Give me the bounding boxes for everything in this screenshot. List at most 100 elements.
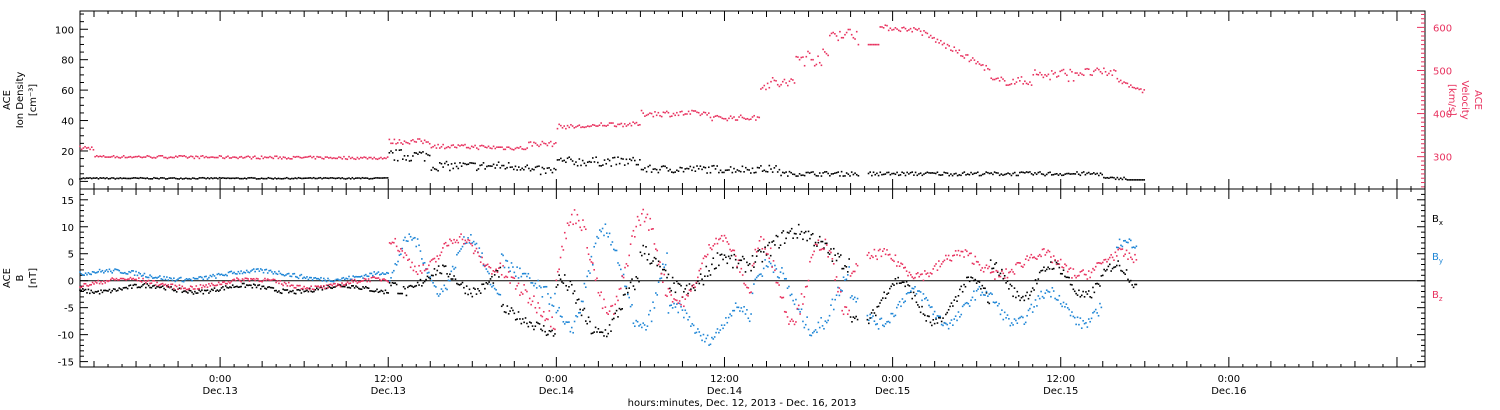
- bz-point: [479, 261, 482, 263]
- bx-point: [634, 288, 636, 291]
- velocity-point: [1044, 73, 1046, 76]
- bz-point: [290, 284, 293, 286]
- density-point: [104, 177, 107, 180]
- bx-point: [715, 267, 717, 269]
- velocity-point: [807, 50, 809, 53]
- bx-point: [629, 281, 632, 284]
- by-point: [774, 264, 776, 267]
- velocity-point: [699, 114, 702, 117]
- density-point: [546, 167, 549, 169]
- velocity-point: [669, 115, 671, 118]
- bz-point: [797, 304, 800, 307]
- by-point: [192, 277, 195, 279]
- density-point: [307, 177, 310, 179]
- bx-point: [827, 251, 829, 254]
- bz-point: [620, 287, 622, 290]
- bz-point: [767, 253, 769, 255]
- density-point: [238, 177, 241, 180]
- bz-point: [528, 297, 531, 300]
- bx-point: [1052, 267, 1055, 270]
- bz-point: [656, 249, 659, 252]
- velocity-point: [512, 148, 515, 151]
- velocity-point: [126, 156, 128, 159]
- velocity-point: [413, 140, 416, 143]
- density-point: [657, 171, 660, 174]
- density-point: [134, 177, 137, 179]
- density-point: [887, 171, 890, 174]
- density-point: [765, 170, 767, 173]
- density-point: [512, 168, 515, 171]
- bz-point: [558, 268, 560, 271]
- by-point: [755, 276, 758, 279]
- by-point: [649, 309, 652, 312]
- bx-point: [544, 330, 546, 333]
- by-point: [638, 325, 640, 327]
- by-point: [816, 331, 818, 334]
- by-point: [848, 266, 850, 268]
- bz-point: [500, 273, 503, 276]
- by-point: [259, 268, 262, 270]
- bx-point: [348, 286, 350, 289]
- density-point: [1135, 179, 1137, 181]
- bz-point: [320, 285, 322, 287]
- bz-point: [514, 288, 517, 290]
- density-point: [262, 177, 265, 180]
- bx-point: [491, 275, 493, 278]
- by-point: [89, 273, 91, 275]
- velocity-point: [220, 155, 223, 158]
- bx-point: [331, 287, 333, 290]
- bz-point: [563, 231, 566, 234]
- density-point: [470, 162, 473, 164]
- by-point: [548, 303, 551, 305]
- bz-point: [391, 241, 394, 244]
- density-point: [124, 177, 127, 180]
- bx-point: [147, 284, 150, 287]
- velocity-point: [111, 155, 113, 158]
- bx-point: [1026, 291, 1028, 294]
- bx-point: [769, 254, 772, 257]
- bx-point: [394, 282, 397, 284]
- velocity-point: [354, 158, 357, 161]
- bz-point: [362, 280, 364, 282]
- x-tick-time: 12:00: [374, 374, 403, 385]
- by-point: [195, 277, 198, 280]
- bz-point: [881, 250, 884, 252]
- velocity-point: [245, 155, 248, 158]
- bz-point: [173, 287, 175, 290]
- bx-point: [528, 321, 531, 323]
- bz-point: [398, 250, 401, 253]
- density-point: [834, 172, 836, 174]
- velocity-point: [595, 125, 597, 127]
- density-point: [1082, 171, 1085, 173]
- density-point: [553, 167, 555, 170]
- bottom-data-points: [79, 208, 1138, 346]
- by-point: [224, 273, 227, 276]
- velocity-point: [474, 144, 476, 147]
- density-point: [464, 162, 466, 165]
- bz-point: [917, 272, 919, 274]
- by-point: [719, 329, 722, 331]
- density-point: [1123, 176, 1125, 179]
- velocity-point: [684, 113, 687, 115]
- velocity-point: [262, 157, 265, 160]
- bz-point: [216, 284, 219, 286]
- velocity-point: [1076, 72, 1078, 74]
- velocity-point: [242, 157, 244, 159]
- velocity-point: [1010, 83, 1013, 85]
- velocity-point: [719, 116, 722, 118]
- density-point: [554, 168, 557, 171]
- bz-point: [655, 248, 657, 250]
- density-point: [410, 159, 413, 162]
- velocity-point: [709, 116, 712, 119]
- bx-point: [789, 230, 792, 232]
- bx-point: [680, 284, 682, 287]
- velocity-point: [361, 157, 364, 159]
- by-point: [1061, 305, 1063, 308]
- density-point: [365, 177, 367, 179]
- bz-point: [482, 263, 485, 265]
- velocity-point: [188, 156, 191, 158]
- density-point: [565, 161, 567, 164]
- by-point: [435, 286, 437, 288]
- bz-point: [603, 298, 605, 301]
- velocity-point: [1017, 77, 1019, 79]
